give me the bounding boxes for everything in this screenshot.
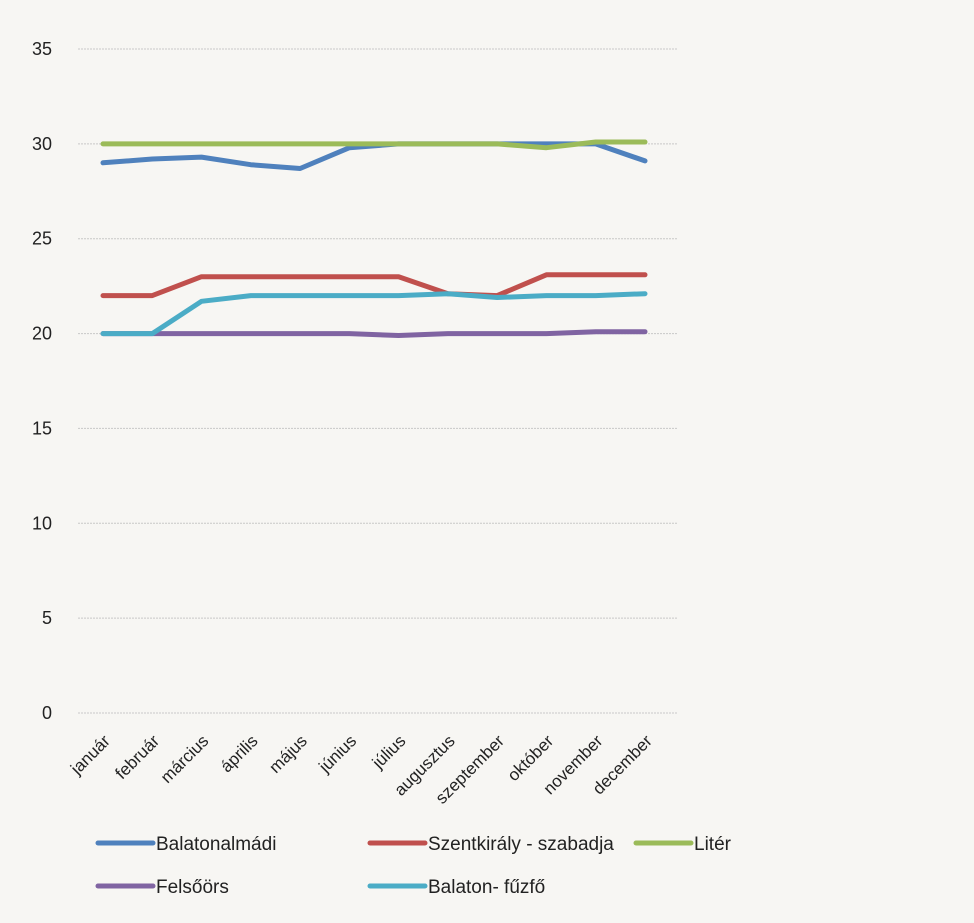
legend-label: Balatonalmádi — [156, 834, 276, 855]
gridlines — [78, 48, 678, 714]
y-tick-label: 30 — [32, 134, 52, 154]
y-tick-label: 15 — [32, 418, 52, 438]
x-tick-label: február — [112, 731, 164, 783]
x-tick-label: június — [315, 731, 361, 777]
legend-label: Litér — [694, 834, 732, 855]
legend-label: Felsőörs — [156, 877, 229, 898]
y-tick-label: 35 — [32, 39, 52, 59]
x-tick-label: április — [217, 731, 262, 776]
x-tick-label: május — [265, 731, 311, 777]
y-tick-label: 25 — [32, 229, 52, 249]
series-lines — [100, 139, 648, 338]
legend-label: Szentkirály - szabadja — [428, 834, 614, 855]
y-axis-ticks: 0 5 10 15 20 25 30 35 — [32, 39, 52, 723]
series-line — [100, 291, 648, 337]
x-tick-label: március — [157, 731, 213, 787]
x-tick-label: január — [66, 731, 114, 779]
y-tick-label: 0 — [42, 703, 52, 723]
legend: Balatonalmádi Szentkirály - szabadja Litér… — [95, 834, 732, 898]
legend-label: Balaton- fűzfő — [428, 877, 545, 898]
series-line — [100, 272, 648, 299]
y-tick-label: 10 — [32, 513, 52, 533]
series-line — [100, 139, 648, 151]
y-tick-label: 5 — [42, 608, 52, 628]
x-tick-label: július — [368, 731, 410, 773]
y-tick-label: 20 — [32, 324, 52, 344]
series-line — [100, 329, 648, 338]
